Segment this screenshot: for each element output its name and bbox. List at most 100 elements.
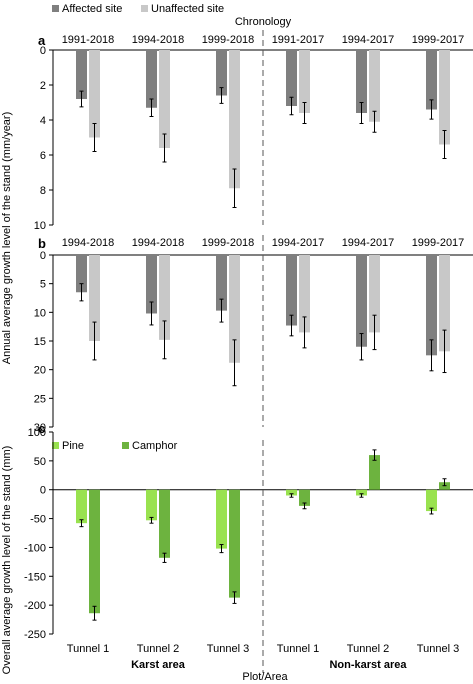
error-c-pine-1 <box>149 516 154 524</box>
category-label-c-1: Tunnel 2 <box>137 643 179 655</box>
y-tick-label-a-3: 6 <box>40 150 46 162</box>
bar-a-unaffected-3 <box>299 50 310 113</box>
error-c-pine-3 <box>289 493 294 498</box>
y-tick-label-a-0: 0 <box>40 45 46 57</box>
bar-b-affected-0 <box>76 255 87 293</box>
category-label-b-3: 1994-2017 <box>272 237 325 249</box>
category-label-c-4: Tunnel 2 <box>347 643 389 655</box>
bar-c-camphor-1 <box>159 489 170 558</box>
error-a-unaffected-5 <box>442 130 447 159</box>
y-tick-label-b-4: 20 <box>34 365 46 377</box>
error-c-pine-4 <box>359 493 364 498</box>
bar-b-unaffected-1 <box>159 255 170 340</box>
bar-c-camphor-4 <box>369 455 380 490</box>
error-a-unaffected-3 <box>302 102 307 124</box>
category-label-a-0: 1991-2018 <box>62 34 115 46</box>
error-a-affected-3 <box>289 96 294 116</box>
bar-a-unaffected-5 <box>439 50 450 145</box>
group-label-karst: Karst area <box>131 659 186 671</box>
error-c-pine-2 <box>219 544 224 554</box>
y-tick-label-c-7: -250 <box>24 629 46 641</box>
bar-b-affected-1 <box>146 255 157 314</box>
category-label-b-2: 1999-2018 <box>202 237 255 249</box>
category-label-a-1: 1994-2018 <box>132 34 185 46</box>
chart-a-title: Chronology <box>235 16 292 28</box>
error-c-camphor-4 <box>372 449 377 461</box>
y-tick-label-a-4: 8 <box>40 185 46 197</box>
bar-c-pine-2 <box>216 489 227 549</box>
bar-c-pine-0 <box>76 489 87 524</box>
bar-b-unaffected-2 <box>229 255 240 363</box>
bar-a-affected-0 <box>76 50 87 99</box>
y-tick-label-c-1: 50 <box>34 456 46 468</box>
error-b-unaffected-5 <box>442 329 447 374</box>
bar-a-unaffected-0 <box>89 50 100 138</box>
category-label-c-0: Tunnel 1 <box>67 643 109 655</box>
error-b-affected-5 <box>429 339 434 372</box>
panel-label-a: a <box>38 33 46 48</box>
y-tick-label-a-1: 2 <box>40 80 46 92</box>
error-b-affected-2 <box>219 298 224 323</box>
bar-a-affected-2 <box>216 50 227 96</box>
error-a-unaffected-0 <box>92 123 97 152</box>
ylabel-ab: Annual average growth level of the stand… <box>1 112 13 365</box>
bar-b-unaffected-5 <box>439 255 450 352</box>
legend-c-label-pine: Pine <box>62 440 84 452</box>
y-tick-label-b-2: 10 <box>34 307 46 319</box>
legend-c-swatch-pine <box>52 442 59 449</box>
bar-a-affected-5 <box>426 50 437 110</box>
ylabel-c: Overall average growth level of the stan… <box>1 446 13 675</box>
error-b-unaffected-0 <box>92 321 97 361</box>
panel-label-c: c <box>38 421 45 436</box>
bar-a-unaffected-4 <box>369 50 380 122</box>
y-tick-label-b-6: 30 <box>34 422 46 434</box>
y-tick-label-c-6: -200 <box>24 600 46 612</box>
category-label-b-0: 1994-2018 <box>62 237 115 249</box>
group-label-non-karst: Non-karst area <box>329 659 407 671</box>
error-c-camphor-0 <box>92 605 97 621</box>
y-tick-label-b-3: 15 <box>34 336 46 348</box>
bar-c-pine-1 <box>146 489 157 521</box>
y-tick-label-b-5: 25 <box>34 393 46 405</box>
category-label-b-1: 1994-2018 <box>132 237 185 249</box>
bar-a-affected-1 <box>146 50 157 108</box>
error-b-unaffected-1 <box>162 320 167 360</box>
category-label-a-3: 1991-2017 <box>272 34 325 46</box>
bar-b-unaffected-4 <box>369 255 380 333</box>
category-label-a-5: 1999-2017 <box>412 34 465 46</box>
category-label-b-5: 1999-2017 <box>412 237 465 249</box>
error-b-unaffected-3 <box>302 316 307 349</box>
bar-b-unaffected-3 <box>299 255 310 333</box>
y-tick-label-c-5: -150 <box>24 571 46 583</box>
y-tick-label-c-3: -50 <box>30 514 46 526</box>
error-b-affected-0 <box>79 283 84 302</box>
error-a-unaffected-2 <box>232 168 237 208</box>
chart-marks: 0 2 4 6 8 10 1991-2018 1994-2018 1999-2018 1991-2… <box>24 30 473 673</box>
legend-a-label-unaffected: Unaffected site <box>151 3 224 15</box>
error-b-unaffected-2 <box>232 339 237 387</box>
legend-a-swatch-unaffected <box>141 5 148 12</box>
error-a-affected-4 <box>359 102 364 124</box>
error-a-affected-2 <box>219 87 224 104</box>
category-label-a-2: 1999-2018 <box>202 34 255 46</box>
error-c-pine-5 <box>429 507 434 515</box>
bar-c-pine-5 <box>426 489 437 512</box>
bar-a-affected-4 <box>356 50 367 113</box>
y-tick-label-c-4: -100 <box>24 542 46 554</box>
category-label-c-5: Tunnel 3 <box>417 643 459 655</box>
category-label-c-3: Tunnel 1 <box>277 643 319 655</box>
bar-c-pine-4 <box>356 489 367 496</box>
error-b-affected-3 <box>289 314 294 337</box>
error-c-camphor-3 <box>302 502 307 510</box>
bar-a-affected-3 <box>286 50 297 106</box>
bar-a-unaffected-1 <box>159 50 170 148</box>
error-a-affected-5 <box>429 99 434 120</box>
xlabel-c: Plot/Area <box>242 671 288 683</box>
category-label-b-4: 1994-2017 <box>342 237 395 249</box>
y-tick-label-c-0: 100 <box>28 427 46 439</box>
error-a-unaffected-1 <box>162 133 167 163</box>
error-c-camphor-1 <box>162 552 167 563</box>
bar-c-camphor-3 <box>299 489 310 506</box>
bar-b-affected-2 <box>216 255 227 311</box>
bar-c-camphor-0 <box>89 489 100 614</box>
